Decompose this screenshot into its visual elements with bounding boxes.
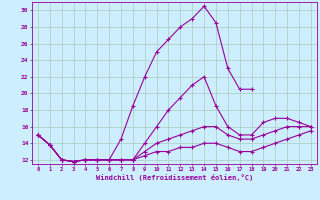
X-axis label: Windchill (Refroidissement éolien,°C): Windchill (Refroidissement éolien,°C) [96, 174, 253, 181]
